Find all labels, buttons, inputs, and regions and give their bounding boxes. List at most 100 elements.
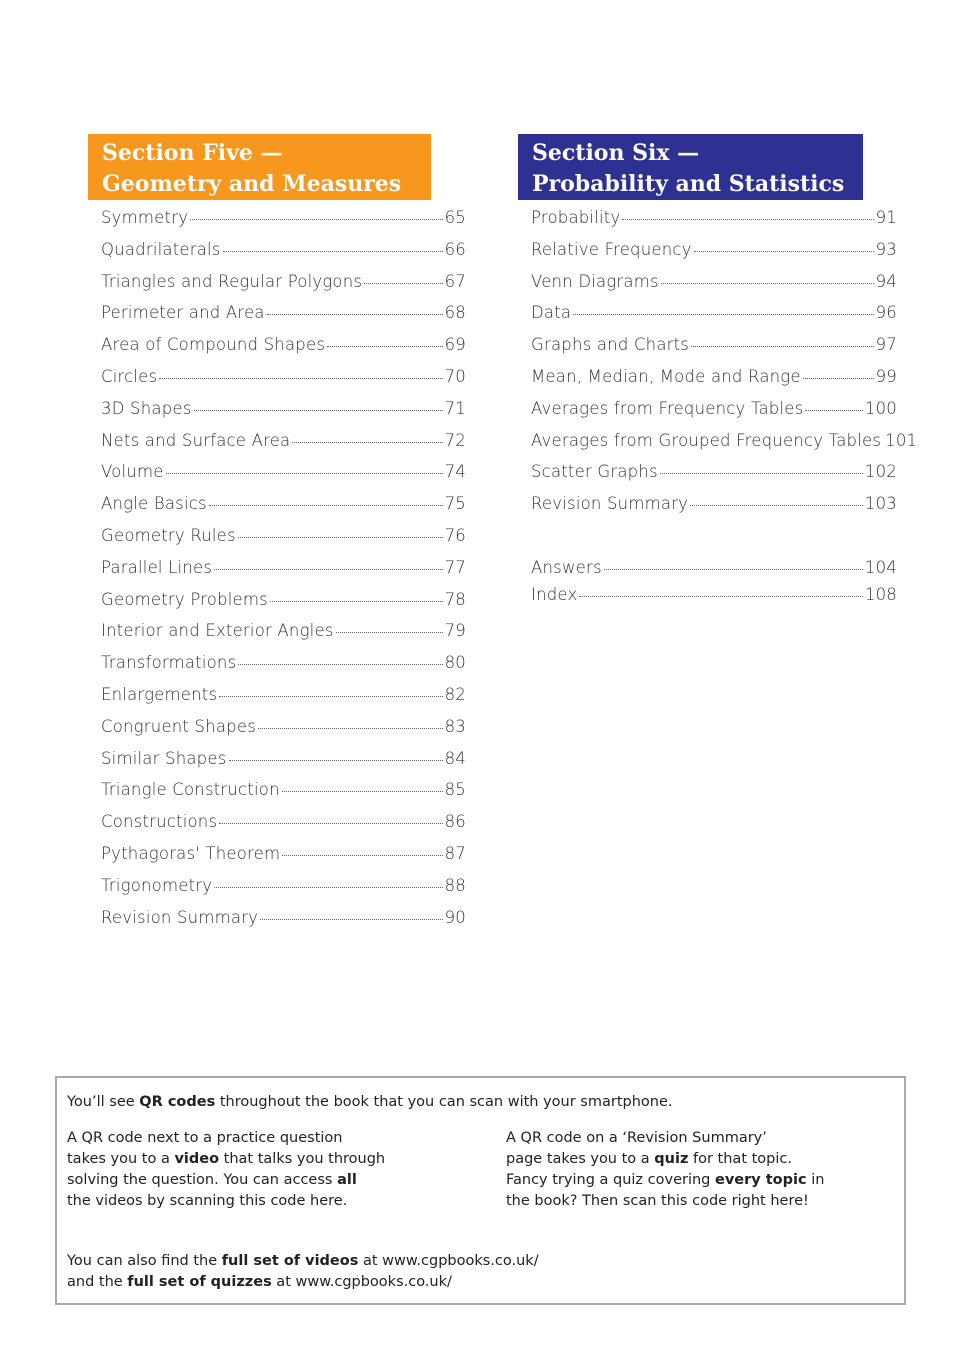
bold-text: quiz (654, 1151, 689, 1167)
entry-page-number: 94 (875, 271, 897, 291)
contents-entry: Area of Compound Shapes 69 (101, 335, 466, 367)
entry-page-number: 96 (875, 303, 897, 323)
contents-entry: Venn Diagrams 94 (531, 272, 897, 304)
contents-entry: Similar Shapes 84 (101, 749, 466, 781)
contents-entry: Interior and Exterior Angles 79 (101, 621, 466, 653)
dot-leader (260, 918, 443, 920)
contents-entry: Graphs and Charts 97 (531, 335, 897, 367)
entry-title: Graphs and Charts (531, 335, 690, 355)
dot-leader (282, 854, 443, 856)
entry-title: Perimeter and Area (101, 303, 265, 323)
entry-title: Trigonometry (101, 875, 213, 895)
entry-page-number: 103 (864, 494, 897, 514)
text: You’ll see (67, 1094, 140, 1110)
contents-entry: Angle Basics 75 (101, 494, 466, 526)
text: in (806, 1172, 825, 1188)
dot-leader (281, 791, 443, 793)
contents-entry: Relative Frequency 93 (531, 240, 897, 272)
entry-title: Relative Frequency (531, 239, 692, 259)
dot-leader (660, 282, 874, 284)
back-matter-contents: Answers 104 Index 108 (531, 558, 897, 612)
dot-leader (335, 632, 443, 634)
dot-leader (693, 250, 874, 252)
entry-title: 3D Shapes (101, 398, 192, 418)
dot-leader (208, 505, 443, 507)
entry-page-number: 74 (444, 462, 466, 482)
qr-footer: You can also find the full set of videos… (67, 1251, 539, 1293)
dot-leader (364, 282, 443, 284)
entry-title: Circles (101, 366, 158, 386)
entry-title: Data (531, 303, 572, 323)
entry-title: Mean, Median, Mode and Range (531, 366, 801, 386)
text: the videos by scanning this code here. (67, 1193, 348, 1209)
entry-page-number: 66 (444, 239, 466, 259)
qr-video-info: A QR code next to a practice question tak… (67, 1128, 385, 1212)
dot-leader (622, 219, 874, 220)
text: that talks you through (219, 1151, 386, 1167)
bold-text: all (337, 1172, 357, 1188)
entry-title: Enlargements (101, 684, 218, 704)
dot-leader (238, 664, 443, 666)
entry-title: Nets and Surface Area (101, 430, 291, 450)
entry-page-number: 65 (444, 208, 466, 227)
section-subtitle: Probability and Statistics (532, 171, 845, 197)
contents-entry: Quadrilaterals 66 (101, 240, 466, 272)
contents-entry: Transformations 80 (101, 653, 466, 685)
dot-leader (165, 473, 443, 475)
entry-page-number: 88 (444, 875, 466, 895)
entry-title: Constructions (101, 812, 218, 832)
entry-title: Scatter Graphs (531, 462, 658, 482)
entry-page-number: 83 (444, 716, 466, 736)
contents-entry: Answers 104 (531, 558, 897, 585)
text: the book? Then scan this code right here… (506, 1193, 809, 1209)
text: takes you to a (67, 1151, 175, 1167)
entry-page-number: 102 (864, 462, 897, 482)
dot-leader (228, 759, 443, 761)
qr-intro: You’ll see QR codes throughout the book … (67, 1092, 673, 1113)
entry-page-number: 93 (875, 239, 897, 259)
dot-leader (269, 600, 443, 602)
entry-title: Probability (531, 208, 621, 227)
contents-entry: Averages from Frequency Tables 100 (531, 399, 897, 431)
contents-entry: Scatter Graphs 102 (531, 462, 897, 494)
text: A QR code next to a practice question (67, 1130, 343, 1146)
entry-page-number: 76 (444, 525, 466, 545)
bold-text: QR codes (139, 1094, 216, 1110)
contents-entry: Geometry Rules 76 (101, 526, 466, 558)
contents-entry: Data 96 (531, 303, 897, 335)
contents-entry: Symmetry 65 (101, 208, 466, 240)
dot-leader (690, 505, 863, 507)
entry-title: Transformations (101, 653, 237, 673)
bold-text: every topic (714, 1172, 807, 1188)
dot-leader (327, 346, 443, 348)
entry-page-number: 72 (444, 430, 466, 450)
contents-entry: Enlargements 82 (101, 685, 466, 717)
contents-entry: Parallel Lines 77 (101, 558, 466, 590)
contents-entry: Revision Summary 103 (531, 494, 897, 526)
entry-title: Area of Compound Shapes (101, 335, 326, 355)
text: for that topic. (688, 1151, 792, 1167)
dot-leader (219, 695, 443, 697)
text: You can also find the (67, 1253, 222, 1269)
entry-title: Congruent Shapes (101, 716, 257, 736)
dot-leader (193, 409, 443, 411)
dot-leader (190, 219, 443, 220)
entry-title: Venn Diagrams (531, 271, 659, 291)
dot-leader (222, 250, 443, 252)
contents-entry: Revision Summary 90 (101, 908, 466, 940)
entry-page-number: 82 (444, 684, 466, 704)
dot-leader (266, 314, 443, 316)
contents-entry: Geometry Problems 78 (101, 590, 466, 622)
entry-title: Volume (101, 462, 164, 482)
contents-entry: Congruent Shapes 83 (101, 717, 466, 749)
section-six-header: Section Six — Probability and Statistics (518, 134, 863, 200)
entry-page-number: 69 (444, 335, 466, 355)
entry-title: Pythagoras' Theorem (101, 843, 281, 863)
contents-entry: Probability 91 (531, 208, 897, 240)
entry-page-number: 90 (444, 907, 466, 927)
dot-leader (691, 346, 874, 348)
entry-page-number: 91 (875, 208, 897, 227)
entry-page-number: 86 (444, 812, 466, 832)
dot-leader (603, 569, 863, 570)
contents-entry: Triangle Construction 85 (101, 780, 466, 812)
